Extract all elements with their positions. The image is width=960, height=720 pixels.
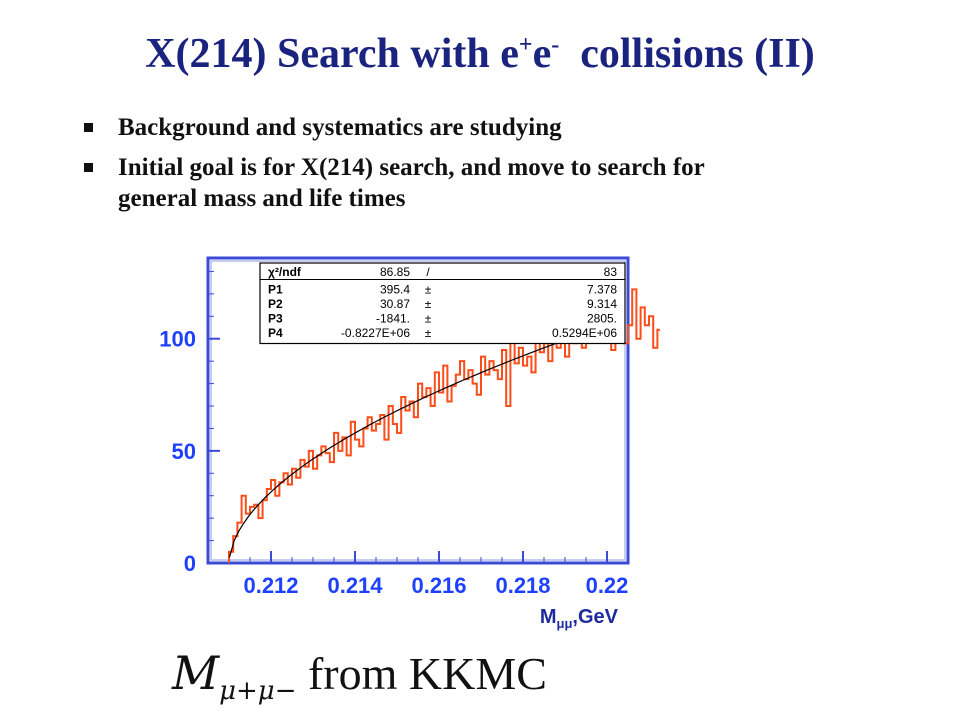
stats-error: 83 bbox=[604, 265, 618, 279]
stats-error: 2805. bbox=[587, 312, 617, 326]
y-tick-label: 0 bbox=[184, 551, 196, 576]
stats-box bbox=[259, 262, 626, 345]
plot-caption: Mμ+μ− from KKMC bbox=[172, 646, 547, 707]
stats-label: P2 bbox=[268, 297, 283, 311]
slide-title: X(214) Search with e+e- collisions (II) bbox=[145, 31, 815, 77]
stats-error: 9.314 bbox=[587, 297, 617, 311]
bullet-list: Background and systematics are studying … bbox=[84, 112, 784, 223]
x-tick-label: 0.214 bbox=[327, 573, 383, 598]
stats-label: χ²/ndf bbox=[268, 265, 302, 279]
stats-label: P3 bbox=[268, 312, 283, 326]
stats-pm: ± bbox=[425, 297, 432, 311]
bullet-item: Background and systematics are studying bbox=[84, 112, 784, 143]
histogram-plot: 0 50 100 0.212 0.214 0.216 0.218 0.22 Mμμ,GeV χ²/… bbox=[159, 256, 660, 631]
stats-pm: / bbox=[426, 265, 430, 279]
x-tick-label: 0.212 bbox=[243, 573, 298, 598]
y-tick-label: 50 bbox=[172, 439, 196, 464]
stats-pm: ± bbox=[425, 283, 432, 297]
stats-error: 0.5294E+06 bbox=[552, 326, 617, 340]
y-tick-label: 100 bbox=[159, 327, 196, 352]
stats-value: 86.85 bbox=[380, 265, 410, 279]
x-tick-label: 0.218 bbox=[495, 573, 550, 598]
stats-label: P1 bbox=[268, 283, 283, 297]
square-bullet-icon bbox=[84, 123, 93, 132]
stats-pm: ± bbox=[425, 326, 432, 340]
stats-value: 395.4 bbox=[380, 283, 410, 297]
x-axis-label: Mμμ,GeV bbox=[540, 606, 619, 631]
stats-error: 7.378 bbox=[587, 283, 617, 297]
stats-pm: ± bbox=[425, 312, 432, 326]
stats-value: -1841. bbox=[376, 312, 410, 326]
bullet-text: Initial goal is for X(214) search, and m… bbox=[118, 154, 705, 212]
histogram-series bbox=[228, 288, 660, 563]
x-tick-label: 0.22 bbox=[586, 573, 629, 598]
square-bullet-icon bbox=[84, 163, 93, 172]
stats-value: -0.8227E+06 bbox=[341, 326, 410, 340]
bullet-item: Initial goal is for X(214) search, and m… bbox=[84, 152, 784, 214]
x-tick-label: 0.216 bbox=[411, 573, 466, 598]
stats-label: P4 bbox=[268, 326, 283, 340]
stats-value: 30.87 bbox=[380, 297, 410, 311]
fit-series bbox=[228, 320, 620, 558]
bullet-text: Background and systematics are studying bbox=[118, 114, 562, 141]
